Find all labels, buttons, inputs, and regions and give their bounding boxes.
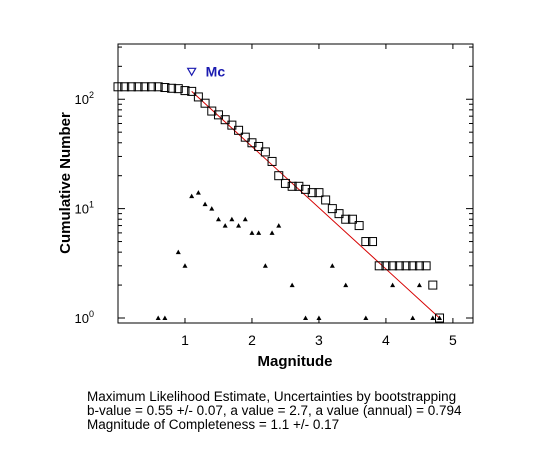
cumulative-square — [254, 141, 264, 151]
noncumulative-triangle — [430, 315, 436, 320]
cumulative-square — [381, 261, 391, 271]
fit-line — [191, 91, 440, 319]
cumulative-square — [388, 261, 398, 271]
noncumulative-triangle — [175, 249, 181, 255]
cumulative-square — [113, 82, 123, 92]
cumulative-square — [347, 214, 357, 224]
cumulative-square — [361, 237, 371, 247]
cumulative-square — [120, 82, 130, 92]
cumulative-square — [280, 178, 290, 188]
noncumulative-triangle — [215, 216, 221, 222]
noncumulative-triangle — [242, 216, 248, 222]
cumulative-square — [341, 214, 351, 224]
cumulative-square — [401, 261, 411, 271]
axis-ticks: 1 2 3 4 5 100 101 102 — [75, 44, 473, 348]
cumulative-square — [213, 110, 223, 120]
cumulative-square — [428, 280, 438, 290]
cumulative-square — [334, 209, 344, 219]
noncumulative-triangle — [410, 315, 416, 320]
x-tick-label: 1 — [181, 332, 189, 348]
cumulative-square — [240, 132, 250, 142]
noncumulative-triangle — [416, 282, 422, 288]
cumulative-square — [220, 115, 230, 125]
noncumulative-triangle — [289, 282, 295, 288]
cumulative-square — [234, 125, 244, 135]
y-tick-label: 101 — [75, 200, 94, 217]
y-tick-label: 102 — [75, 90, 94, 107]
noncumulative-triangle — [222, 223, 228, 228]
x-tick-label: 3 — [315, 332, 323, 348]
cumulative-square — [314, 188, 324, 198]
mc-label: Mc — [206, 63, 226, 79]
cumulative-square — [200, 98, 210, 108]
caption-line-2: b-value = 0.55 +/- 0.07, a value = 2.7, … — [87, 403, 462, 418]
y-tick-label: 100 — [75, 309, 94, 326]
cumulative-square — [126, 82, 136, 92]
noncumulative-triangle — [303, 315, 309, 320]
noncumulative-triangle — [256, 230, 262, 235]
cumulative-square — [227, 120, 237, 130]
x-axis-label: Magnitude — [258, 353, 333, 370]
caption-line-1: Maximum Likelihood Estimate, Uncertainti… — [87, 389, 457, 404]
cumulative-square — [294, 181, 304, 191]
cumulative-square — [435, 313, 445, 323]
noncumulative-triangle — [189, 193, 195, 199]
cumulative-square — [133, 82, 143, 92]
cumulative-square — [167, 83, 177, 93]
cumulative-square — [193, 92, 203, 102]
plot-frame — [117, 43, 474, 324]
noncumulative-triangle — [437, 315, 443, 320]
mc-marker — [186, 67, 197, 77]
y-axis-label: Cumulative Number — [57, 112, 74, 254]
cumulative-square — [368, 237, 378, 247]
x-tick-label: 4 — [382, 332, 390, 348]
cumulative-square — [160, 83, 170, 93]
cumulative-square — [327, 204, 337, 214]
noncumulative-triangle — [276, 223, 282, 228]
noncumulative-triangle — [262, 263, 268, 268]
x-tick-label: 2 — [248, 332, 256, 348]
noncumulative-triangle — [155, 315, 161, 320]
cumulative-square — [414, 261, 424, 271]
cumulative-square — [274, 171, 284, 181]
cumulative-square — [421, 261, 431, 271]
x-tick-label: 5 — [449, 332, 457, 348]
noncumulative-triangle — [229, 216, 235, 222]
cumulative-square — [287, 181, 297, 191]
noncumulative-triangle — [269, 230, 275, 235]
noncumulative-triangle — [195, 190, 201, 195]
cumulative-square — [260, 147, 270, 157]
noncumulative-triangle — [329, 263, 335, 268]
cumulative-square — [140, 82, 150, 92]
cumulative-square — [354, 221, 364, 231]
data-marks: Mc — [113, 63, 445, 323]
cumulative-square — [153, 82, 163, 92]
noncumulative-triangle — [343, 282, 349, 288]
cumulative-square — [307, 188, 317, 198]
cumulative-square — [394, 261, 404, 271]
noncumulative-triangle — [363, 315, 369, 320]
noncumulative-triangle — [236, 223, 242, 228]
cumulative-square — [180, 86, 190, 96]
cumulative-square — [321, 195, 331, 205]
noncumulative-triangle — [182, 263, 188, 268]
noncumulative-triangle — [209, 206, 215, 211]
cumulative-square — [267, 156, 277, 166]
cumulative-square — [187, 86, 197, 96]
cumulative-square — [301, 184, 311, 194]
noncumulative-triangle — [162, 315, 168, 320]
cumulative-square — [374, 261, 384, 271]
noncumulative-triangle — [390, 282, 396, 288]
cumulative-square — [146, 82, 156, 92]
caption-line-3: Magnitude of Completeness = 1.1 +/- 0.17 — [87, 417, 340, 432]
noncumulative-triangle — [316, 315, 322, 320]
cumulative-square — [173, 84, 183, 94]
noncumulative-triangle — [202, 201, 208, 207]
cumulative-square — [408, 261, 418, 271]
noncumulative-triangle — [249, 230, 255, 235]
